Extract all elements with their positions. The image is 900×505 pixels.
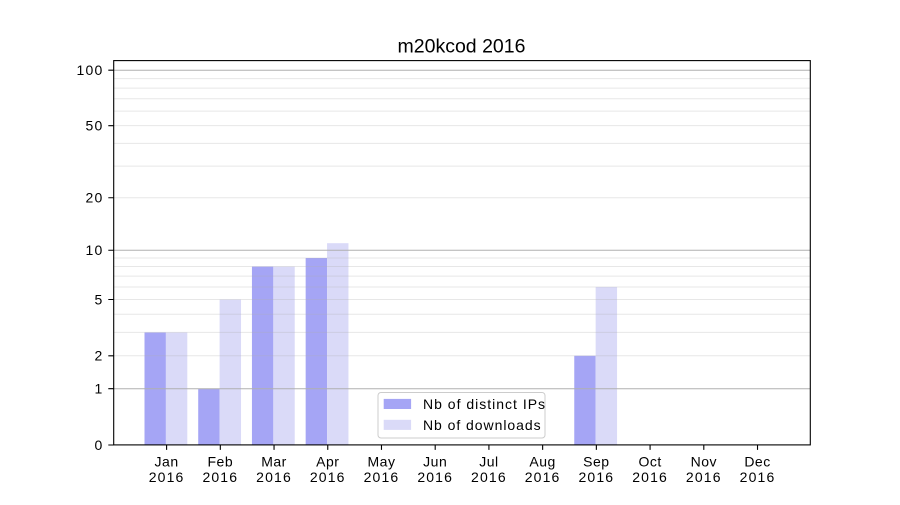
svg-text:100: 100	[77, 62, 104, 78]
svg-text:2016: 2016	[256, 469, 292, 485]
svg-text:20: 20	[86, 190, 104, 206]
svg-text:Oct: Oct	[638, 453, 661, 469]
svg-text:2016: 2016	[364, 469, 400, 485]
svg-text:2016: 2016	[686, 469, 722, 485]
svg-text:2016: 2016	[202, 469, 238, 485]
svg-text:Jul: Jul	[479, 453, 498, 469]
svg-text:Apr: Apr	[316, 453, 339, 469]
svg-text:5: 5	[95, 291, 104, 307]
svg-text:2016: 2016	[310, 469, 346, 485]
svg-text:2016: 2016	[525, 469, 561, 485]
svg-text:2016: 2016	[632, 469, 668, 485]
svg-text:Nb of distinct IPs: Nb of distinct IPs	[423, 396, 546, 412]
svg-text:2016: 2016	[417, 469, 453, 485]
svg-text:0: 0	[95, 437, 104, 453]
svg-text:Jan: Jan	[155, 453, 179, 469]
svg-text:Aug: Aug	[529, 453, 555, 469]
svg-text:Sep: Sep	[583, 453, 609, 469]
svg-text:Mar: Mar	[261, 453, 287, 469]
svg-text:50: 50	[86, 118, 104, 134]
svg-text:2016: 2016	[471, 469, 507, 485]
svg-text:Feb: Feb	[208, 453, 234, 469]
svg-text:1: 1	[95, 381, 104, 397]
svg-text:2016: 2016	[578, 469, 614, 485]
svg-text:m20kcod 2016: m20kcod 2016	[398, 35, 526, 57]
svg-text:2: 2	[95, 348, 104, 364]
svg-text:2016: 2016	[149, 469, 185, 485]
svg-text:Nov: Nov	[691, 453, 717, 469]
svg-text:2016: 2016	[740, 469, 776, 485]
svg-text:Nb of downloads: Nb of downloads	[423, 417, 542, 433]
svg-text:Dec: Dec	[744, 453, 770, 469]
svg-text:10: 10	[86, 242, 104, 258]
svg-text:May: May	[368, 453, 396, 469]
svg-text:Jun: Jun	[423, 453, 447, 469]
